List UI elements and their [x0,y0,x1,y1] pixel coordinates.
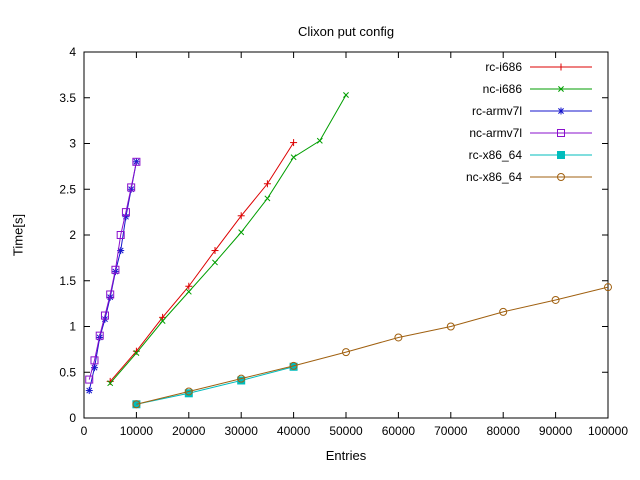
marker [107,294,114,301]
y-tick-label: 0 [69,411,76,425]
chart-title: Clixon put config [297,24,395,39]
marker [499,307,508,316]
marker [238,229,245,236]
x-tick-label: 90000 [539,424,573,438]
marker [316,137,323,144]
legend-label-nc-armv7l: nc-armv7l [469,126,522,140]
x-axis-label: Entries [325,448,367,463]
marker [237,374,246,383]
marker [289,361,298,370]
marker [86,387,93,394]
marker [604,283,612,292]
marker [342,348,350,357]
marker [132,400,141,409]
marker [394,333,403,342]
marker [557,129,565,137]
marker [184,387,193,396]
x-tick-label: 50000 [329,424,363,438]
marker [343,92,349,98]
legend-label-rc-armv7l: rc-armv7l [472,104,522,118]
marker [557,173,565,181]
marker [446,322,455,331]
data-series-nc-armv7l [88,161,137,380]
x-tick-label: 40000 [277,424,311,438]
marker [185,288,192,295]
x-tick-label: 80000 [487,424,521,438]
legend-label-nc-i686: nc-i686 [483,82,523,96]
marker [127,183,136,192]
marker [132,157,141,166]
marker [95,331,104,340]
x-tick-label: 10000 [120,424,154,438]
x-tick-label: 60000 [382,424,416,438]
legend-label-rc-x86_64: rc-x86_64 [469,148,523,162]
y-tick-label: 0.5 [59,365,76,379]
marker [133,350,140,356]
data-series-nc-x86_64 [136,286,609,405]
marker [116,231,125,239]
legend-label-nc-x86_64: nc-x86_64 [466,170,522,184]
plot-border [83,51,609,419]
marker [212,259,218,266]
x-tick-label: 30000 [225,424,259,438]
data-series-rc-i686 [109,142,295,382]
marker [100,311,109,320]
data-series-rc-x86_64 [136,366,294,405]
marker [85,375,94,384]
y-tick-label: 1 [69,320,76,334]
marker [111,265,120,274]
x-tick-label: 70000 [434,424,468,438]
x-tick-label: 100000 [588,424,628,438]
marker [159,318,166,324]
y-tick-label: 1.5 [59,274,76,288]
marker [107,380,114,387]
marker [106,290,115,299]
marker [551,295,560,304]
data-series-nc-i686 [109,94,347,384]
marker [557,151,565,159]
marker [121,208,130,217]
marker [558,108,564,114]
y-tick-label: 3.5 [59,91,76,105]
y-tick-label: 2 [69,228,76,242]
marker [90,356,99,365]
x-tick-label: 20000 [172,424,206,438]
marker [264,195,271,202]
y-tick-label: 3 [69,137,76,151]
y-tick-label: 4 [69,45,76,59]
marker [290,154,297,161]
marker [117,247,124,254]
legend-label-rc-i686: rc-i686 [485,60,522,74]
marker [91,364,98,371]
y-axis-label: Time[s] [10,213,26,257]
x-tick-label: 0 [81,424,88,438]
marker [133,158,140,165]
marker [558,86,564,92]
y-tick-label: 2.5 [59,182,76,196]
